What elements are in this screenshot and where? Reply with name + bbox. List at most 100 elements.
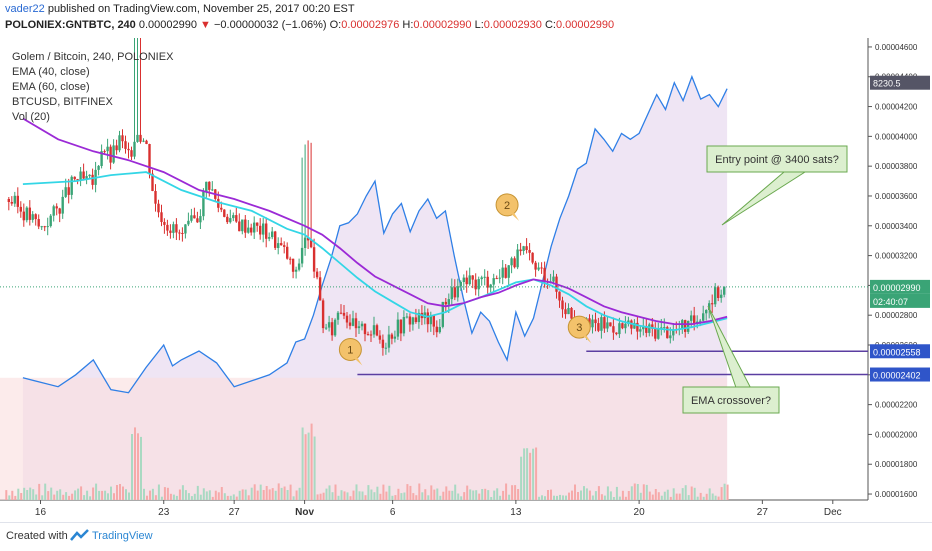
legend-btcusd[interactable]: BTCUSD, BITFINEX [12, 96, 113, 108]
countdown-label: 02:40:07 [873, 297, 908, 307]
candle-body [118, 135, 121, 151]
volume-bar [355, 484, 358, 500]
ema-crossover-callout-text: EMA crossover? [691, 395, 771, 407]
low-value: 0.00002930 [483, 19, 542, 31]
volume-bar [190, 496, 193, 500]
volume-bar [199, 494, 202, 500]
volume-bar [651, 494, 654, 500]
candle-body [636, 322, 639, 332]
candle-body [181, 233, 184, 234]
tradingview-brand[interactable]: TradingView [92, 530, 153, 542]
volume-bar [373, 492, 376, 500]
candle-body [67, 187, 70, 195]
candle-body [160, 212, 163, 222]
candle-body [40, 226, 43, 228]
volume-bar [448, 490, 451, 500]
candle-body [241, 219, 244, 232]
volume-bar [505, 483, 508, 500]
volume-bar [208, 490, 211, 500]
candle-body [645, 326, 648, 333]
volume-bar [603, 495, 606, 500]
candle-body [369, 334, 373, 336]
volume-bar [172, 494, 175, 500]
candle-body [58, 208, 61, 214]
candle-body [501, 267, 504, 278]
candle-body [64, 187, 67, 197]
volume-bar [202, 488, 205, 500]
x-tick-label: Dec [824, 507, 842, 518]
volume-bar [229, 495, 232, 500]
volume-bar [247, 495, 250, 500]
candle-body [76, 179, 79, 181]
x-tick-label: 27 [229, 507, 241, 518]
volume-bar [370, 489, 373, 500]
volume-bar [484, 488, 487, 500]
candle-body [432, 315, 435, 327]
volume-bar [110, 486, 112, 500]
volume-bar [442, 491, 445, 500]
volume-bar [418, 483, 421, 500]
candle-body [642, 326, 645, 330]
chart-header: vader22 published on TradingView.com, No… [0, 0, 932, 36]
volume-bar [675, 493, 678, 500]
candle-body [474, 279, 477, 290]
candle-body [37, 219, 40, 227]
author-link[interactable]: vader22 [5, 3, 45, 15]
candle-body [393, 336, 397, 339]
support-upper-label-bg [870, 344, 930, 359]
volume-bar [666, 489, 669, 500]
candle-body [172, 224, 175, 233]
candle-body [519, 249, 522, 252]
volume-bar [687, 495, 690, 500]
legend-ema40[interactable]: EMA (40, close) [12, 66, 90, 78]
candle-body [525, 246, 528, 250]
volume-bar [340, 490, 343, 500]
candle-body [435, 326, 438, 333]
volume-bar [232, 494, 235, 500]
legend-volume[interactable]: Vol (20) [12, 111, 50, 123]
y-tick-label: 0.00001600 [875, 490, 918, 499]
close-value: 0.00002990 [555, 19, 615, 31]
candle-body [106, 146, 109, 152]
volume-bar [517, 489, 520, 500]
x-tick-label: 16 [35, 507, 47, 518]
volume-bar [618, 496, 621, 500]
volume-bar [134, 427, 136, 500]
volume-bar [11, 490, 14, 500]
entry-callout-text: Entry point @ 3400 sats? [715, 154, 839, 166]
y-tick-label: 0.00001800 [875, 460, 918, 469]
price-chart[interactable]: 0.000046000.000044000.000042000.00004000… [0, 38, 932, 522]
volume-bar [295, 490, 298, 500]
candle-body [253, 222, 256, 233]
volume-bar [157, 484, 160, 500]
volume-bar [475, 490, 478, 500]
legend-ema60[interactable]: EMA (60, close) [12, 81, 90, 93]
candle-body [55, 206, 58, 209]
candle-body [621, 323, 624, 329]
volume-bar [35, 494, 38, 500]
volume-bar [499, 495, 502, 500]
volume-bar [624, 496, 627, 500]
volume-bar [496, 488, 499, 500]
y-tick-label: 0.00004000 [875, 132, 918, 141]
volume-bar [376, 486, 379, 500]
volume-bar [574, 484, 576, 500]
volume-bar [14, 495, 17, 500]
volume-bar [62, 494, 65, 500]
volume-bar [74, 490, 77, 500]
tradingview-logo-icon[interactable] [70, 528, 90, 544]
legend-title[interactable]: Golem / Bitcoin, 240, POLONIEX [12, 51, 174, 63]
volume-bar [556, 495, 558, 500]
volume-bar [705, 493, 708, 500]
volume-bar [364, 495, 367, 500]
volume-bar [104, 490, 107, 500]
volume-bar [588, 490, 591, 500]
candle-body [226, 216, 229, 223]
candle-body [247, 227, 250, 233]
candle-body [268, 237, 271, 239]
candle-body [399, 319, 403, 334]
candle-body [669, 335, 672, 339]
volume-bar [591, 495, 594, 500]
candle-body [597, 323, 600, 331]
volume-bar [612, 497, 615, 500]
